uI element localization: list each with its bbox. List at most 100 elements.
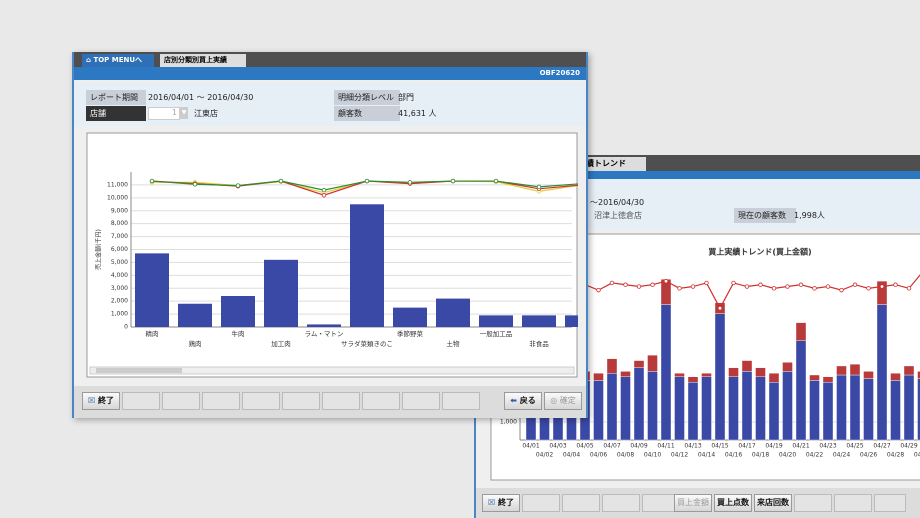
period-label: レポート期間 [86,90,146,105]
y-tick-label: 9,000 [111,207,128,214]
y-tick-label: 3,000 [111,285,128,292]
y-tick-label: 10,000 [107,194,128,201]
line-marker [451,179,455,183]
x-tick-label: 04/01 [522,443,539,450]
empty-button [874,494,906,512]
y-tick-label: 6,000 [111,246,128,253]
bar [264,260,298,327]
x-tick-label: 牛肉 [232,329,245,338]
customers: 1,998人 [794,210,825,221]
bar [307,324,341,327]
line-marker [637,285,641,289]
line-marker [322,193,326,197]
bar-segment [702,373,712,377]
line-marker [236,184,240,188]
bar [436,299,470,327]
bar-segment [904,375,914,440]
x-tick-label: 04/09 [630,443,647,450]
bar [565,315,578,327]
x-tick-label: 非食品 [529,339,549,348]
line-marker [705,281,709,285]
line-marker [610,281,614,285]
bar-segment [877,305,887,440]
bar-segment [607,373,617,440]
y-tick-label: 11,000 [107,181,128,188]
visits-button[interactable]: 来店回数 [754,494,792,512]
amount-button[interactable]: 買上金額 [674,494,712,512]
exit-button[interactable]: ☒ 終了 [82,392,120,410]
empty-button [602,494,640,512]
bar-segment [648,371,658,440]
y-tick-label: 2,000 [111,298,128,305]
bar-segment [594,380,604,440]
bar-segment [810,380,820,440]
line-marker [193,182,197,186]
items-button[interactable]: 買上点数 [714,494,752,512]
bar [479,315,513,327]
x-tick-label: 鶏肉 [189,339,202,348]
tab[interactable]: 績トレンド [582,157,646,171]
active-tab[interactable]: 店別分類別買上実績 [160,54,246,67]
bar [178,304,212,327]
scroll-thumb[interactable] [96,368,182,373]
x-tick-label: 04/24 [833,452,850,459]
line-marker [150,179,154,183]
x-tick-label: 04/28 [887,452,904,459]
line-marker [745,285,749,289]
bar-segment [850,375,860,440]
bar-segment [675,373,685,377]
x-tick-label: 04/12 [671,452,688,459]
bar [221,296,255,327]
top-menu-tab[interactable]: ⌂ TOP MENUへ [82,54,154,67]
bar-segment [864,379,874,440]
line-marker [799,283,803,287]
store-code[interactable]: 1 [148,107,180,120]
x-tick-label: 精肉 [146,329,159,338]
x-tick-label: 04/13 [684,443,701,450]
empty-button [202,392,240,410]
bar-segment [607,359,617,373]
empty-button [242,392,280,410]
line-marker [894,283,898,287]
empty-button [442,392,480,410]
line-marker [826,285,830,289]
empty-button [834,494,872,512]
line-marker [732,281,736,285]
bar-segment [823,382,833,440]
x-tick-label: 04/04 [563,452,580,459]
bar-segment [837,375,847,440]
x-tick-label: 04/03 [549,443,566,450]
x-tick-label: 04/20 [779,452,796,459]
bar-segment [783,371,793,440]
bar [350,204,384,327]
store-label: 店舗 [86,106,146,121]
x-tick-label: 加工肉 [271,339,291,348]
chart-title: 買上実績トレンド(買上金額) [708,247,811,257]
line-marker [537,185,541,189]
x-tick-label: 04/02 [536,452,553,459]
bar-segment [621,377,631,440]
bar-segment [769,382,779,440]
x-tick-label: 04/16 [725,452,742,459]
bar-segment [891,373,901,380]
y-axis-label: 売上金額(千円) [95,229,103,270]
x-tick-label: 04/26 [860,452,877,459]
bar-segment [837,366,847,375]
exit-button[interactable]: ☒ 終了 [482,494,520,512]
confirm-button[interactable]: ◎ 確定 [544,392,582,410]
x-tick-label: 04/25 [846,443,863,450]
line-marker [624,283,628,287]
x-tick-label: 季節野菜 [397,329,424,338]
x-tick-label: 04/29 [900,443,917,450]
bar-segment [810,375,820,380]
x-tick-label: 04/17 [738,443,755,450]
dropdown-arrow[interactable]: ▼ [180,107,188,119]
back-button[interactable]: ⬅ 戻る [504,392,542,410]
bar-segment [891,380,901,440]
x-tick-label: 04/07 [603,443,620,450]
bar-segment [661,305,671,440]
line-marker [718,306,722,310]
line-marker [772,287,776,291]
empty-button [522,494,560,512]
title-strip [74,67,586,80]
